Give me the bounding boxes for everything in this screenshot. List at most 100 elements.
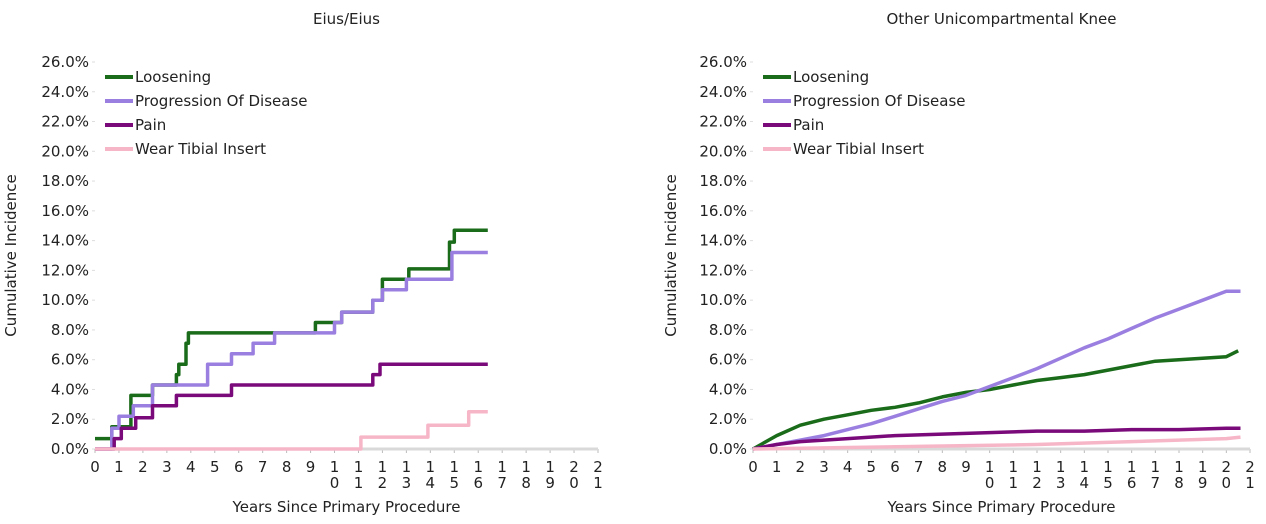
x-tick-digit: 1 xyxy=(378,458,388,476)
x-tick-label: 6 xyxy=(234,458,244,476)
y-tick-label: 22.0% xyxy=(41,113,89,131)
x-tick-digit: 7 xyxy=(497,474,507,492)
y-tick-label: 8.0% xyxy=(51,321,89,339)
y-tick-label: 2.0% xyxy=(709,410,747,428)
x-tick-digit: 0 xyxy=(330,474,340,492)
legend-label: Loosening xyxy=(135,68,211,86)
x-tick-digit: 1 xyxy=(1056,458,1066,476)
x-tick-digit: 1 xyxy=(402,458,412,476)
x-tick-digit: 0 xyxy=(90,458,100,476)
x-tick-label: 7 xyxy=(914,458,924,476)
x-tick-digit: 4 xyxy=(186,458,196,476)
x-tick-digit: 6 xyxy=(890,458,900,476)
series-line xyxy=(95,362,488,451)
x-tick-label: 0 xyxy=(748,458,758,476)
x-tick-digit: 3 xyxy=(402,474,412,492)
x-tick-digit: 1 xyxy=(1103,458,1113,476)
x-tick-label: 9 xyxy=(961,458,971,476)
y-tick-label: 20.0% xyxy=(699,142,747,160)
y-tick-label: 14.0% xyxy=(699,232,747,250)
y-tick-label: 22.0% xyxy=(699,113,747,131)
y-tick-label: 0.0% xyxy=(709,440,747,458)
y-tick-label: 4.0% xyxy=(709,380,747,398)
x-tick-digit: 1 xyxy=(114,458,124,476)
x-tick-label: 3 xyxy=(819,458,829,476)
x-tick-label: 1 xyxy=(772,458,782,476)
y-tick-label: 2.0% xyxy=(51,410,89,428)
x-tick-digit: 0 xyxy=(569,474,579,492)
x-tick-digit: 2 xyxy=(569,458,579,476)
x-tick-digit: 1 xyxy=(497,458,507,476)
y-tick-label: 18.0% xyxy=(41,172,89,190)
x-tick-digit: 1 xyxy=(1080,458,1090,476)
y-tick-label: 16.0% xyxy=(699,202,747,220)
x-tick-digit: 3 xyxy=(819,458,829,476)
x-tick-digit: 2 xyxy=(593,458,603,476)
series-line xyxy=(752,349,1239,451)
x-tick-digit: 5 xyxy=(450,474,460,492)
y-tick-label: 18.0% xyxy=(699,172,747,190)
x-tick-digit: 1 xyxy=(426,458,436,476)
x-tick-digit: 4 xyxy=(426,474,436,492)
x-tick-label: 2 xyxy=(138,458,148,476)
x-tick-digit: 0 xyxy=(1222,474,1232,492)
x-tick-label: 5 xyxy=(210,458,220,476)
series-line xyxy=(95,410,488,451)
x-tick-digit: 5 xyxy=(210,458,220,476)
x-tick-label: 6 xyxy=(890,458,900,476)
x-tick-digit: 8 xyxy=(1174,474,1184,492)
y-tick-label: 14.0% xyxy=(41,232,89,250)
legend-label: Pain xyxy=(793,116,824,134)
x-tick-digit: 5 xyxy=(1103,474,1113,492)
x-tick-digit: 1 xyxy=(354,458,364,476)
x-tick-label: 1 xyxy=(114,458,124,476)
series-line xyxy=(95,250,488,451)
x-tick-digit: 1 xyxy=(772,458,782,476)
x-tick-label: 0 xyxy=(90,458,100,476)
x-tick-digit: 5 xyxy=(867,458,877,476)
x-tick-digit: 1 xyxy=(1009,474,1019,492)
x-tick-digit: 3 xyxy=(1056,474,1066,492)
x-tick-digit: 1 xyxy=(1032,458,1042,476)
chart-title: Other Unicompartmental Knee xyxy=(887,10,1117,28)
y-tick-label: 0.0% xyxy=(51,440,89,458)
x-tick-digit: 7 xyxy=(914,458,924,476)
x-tick-digit: 0 xyxy=(748,458,758,476)
x-tick-digit: 1 xyxy=(545,458,555,476)
x-tick-digit: 1 xyxy=(1009,458,1019,476)
x-tick-digit: 7 xyxy=(258,458,268,476)
x-tick-digit: 9 xyxy=(306,458,316,476)
x-tick-digit: 7 xyxy=(1151,474,1161,492)
x-tick-digit: 1 xyxy=(473,458,483,476)
series-line xyxy=(752,435,1241,451)
x-tick-digit: 2 xyxy=(378,474,388,492)
y-tick-label: 6.0% xyxy=(709,351,747,369)
x-tick-digit: 4 xyxy=(843,458,853,476)
x-tick-digit: 9 xyxy=(545,474,555,492)
x-tick-digit: 1 xyxy=(450,458,460,476)
x-tick-digit: 9 xyxy=(1198,474,1208,492)
y-tick-label: 24.0% xyxy=(699,83,747,101)
x-tick-label: 2 xyxy=(796,458,806,476)
x-tick-digit: 0 xyxy=(985,474,995,492)
series-line xyxy=(95,228,488,441)
x-tick-digit: 9 xyxy=(961,458,971,476)
